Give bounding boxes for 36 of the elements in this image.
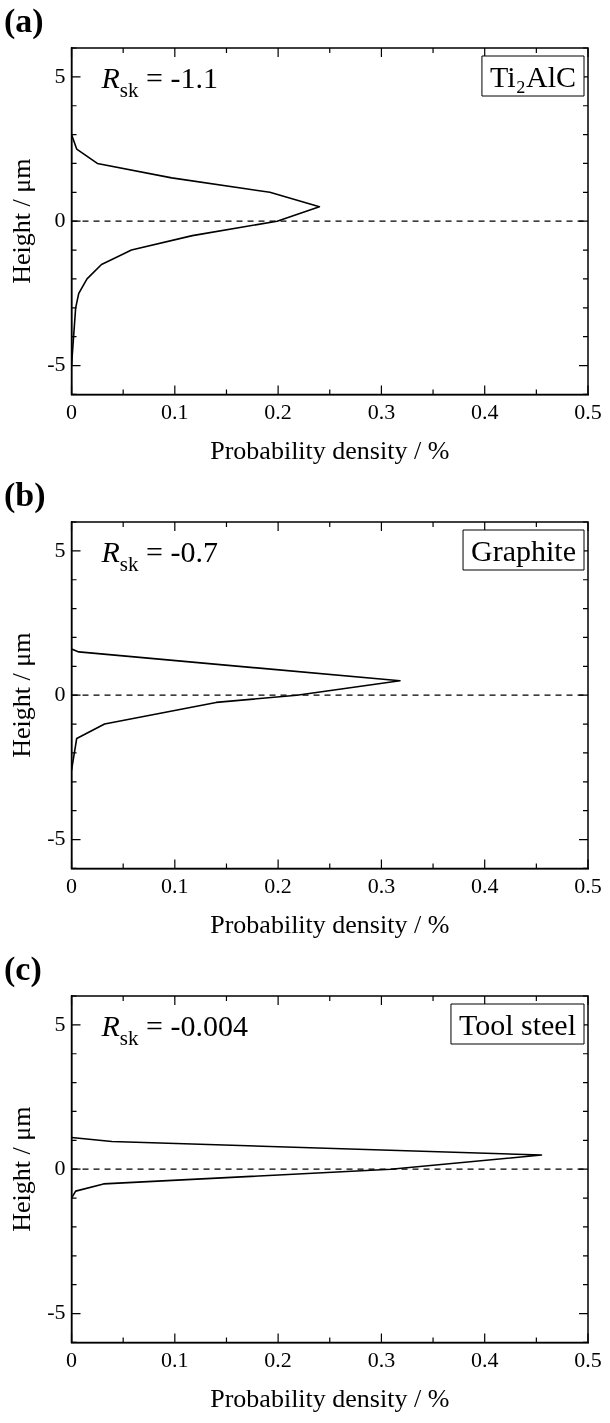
x-tick-label: 0.2 — [264, 399, 292, 425]
x-tick-label: 0.4 — [470, 1347, 499, 1373]
y-tick-label: 0 — [54, 680, 66, 706]
chart-title: (c) — [4, 950, 42, 988]
x-tick-label: 0.1 — [161, 1347, 189, 1373]
y-tick-label: 0 — [54, 1154, 66, 1180]
x-tick-label: 0.5 — [574, 399, 602, 425]
x-tick-label: 0.3 — [367, 1347, 396, 1373]
y-tick-label: -5 — [47, 351, 66, 377]
y-tick-label: 0 — [54, 206, 66, 232]
y-tick-label: -5 — [47, 1299, 66, 1325]
y-tick-label: 5 — [54, 536, 66, 562]
x-axis-title: Probability density / % — [210, 910, 450, 940]
x-axis-title: Probability density / % — [210, 436, 450, 466]
x-tick-label: 0.2 — [264, 873, 292, 899]
annotation: Tool steel — [458, 1008, 577, 1041]
annotation: Graphite — [471, 534, 577, 567]
annotation: Ti₂AlC — [489, 60, 576, 93]
x-tick-label: 0.1 — [161, 399, 189, 425]
x-tick-label: 0.2 — [264, 1347, 292, 1373]
x-tick-label: 0.5 — [574, 873, 602, 899]
y-tick-label: 5 — [54, 62, 66, 88]
y-tick-label: 5 — [54, 1010, 66, 1036]
x-axis-title: Probability density / % — [210, 1384, 450, 1414]
y-axis-title: Height / μm — [7, 632, 37, 758]
x-tick-label: 0.4 — [470, 399, 499, 425]
x-tick-label: 0.1 — [161, 873, 189, 899]
chart-title: (b) — [4, 476, 46, 514]
y-axis-title: Height / μm — [7, 158, 37, 284]
x-tick-label: 0.4 — [470, 873, 499, 899]
chart-title: (a) — [4, 2, 44, 40]
y-axis-title: Height / μm — [7, 1106, 37, 1232]
x-tick-label: 0.5 — [574, 1347, 602, 1373]
x-tick-label: 0.3 — [367, 399, 396, 425]
y-tick-label: -5 — [47, 825, 66, 851]
x-tick-label: 0.3 — [367, 873, 396, 899]
